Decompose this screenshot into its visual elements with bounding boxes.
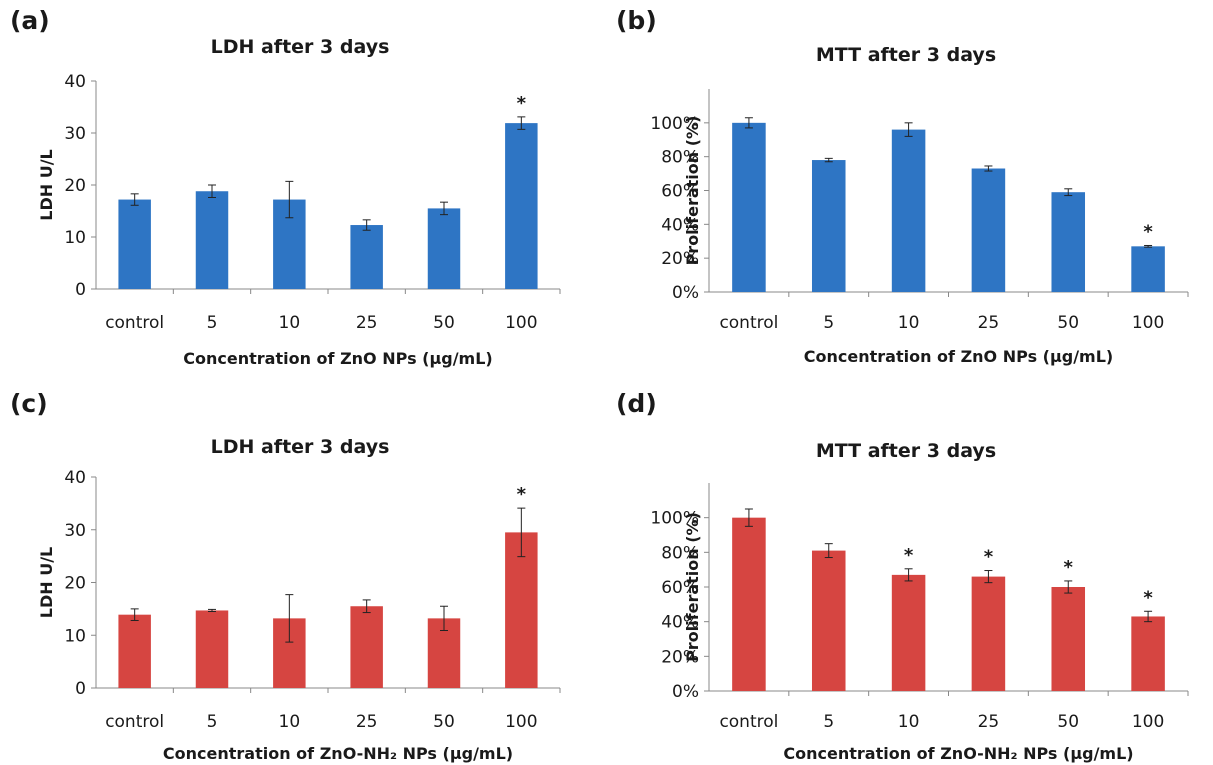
x-tick-label: 50 [1057, 313, 1079, 333]
bar [971, 576, 1006, 691]
y-axis-title: LDH U/L [37, 149, 56, 220]
panel-label: (a) [10, 6, 50, 35]
bar [732, 122, 766, 292]
significance-marker: * [517, 484, 527, 505]
y-tick-label: 0 [75, 280, 86, 300]
bar [971, 168, 1006, 292]
panel-c-ldh-zno-nh2: (c) LDH after 3 days 0 10 20 30 40 control 5 10… [0, 383, 600, 765]
bar [732, 517, 766, 691]
bar-chart-ldh-zno: 0 10 20 30 40 control 5 10 25 50 * 100 Concentration… [37, 72, 561, 368]
x-tick-label: 5 [207, 313, 218, 333]
chart-title: LDH after 3 days [210, 436, 390, 458]
bar [505, 123, 538, 290]
y-tick-label: 40% [661, 613, 699, 633]
y-axis-title: Proliferation (%) [683, 512, 702, 662]
y-tick-label: 100% [650, 509, 699, 529]
x-tick-label: 50 [433, 712, 455, 732]
bar [1051, 587, 1086, 691]
y-tick-label: 40 [64, 72, 86, 92]
x-tick-label: 100 [505, 313, 537, 333]
x-tick-label: 10 [279, 712, 301, 732]
x-tick-label: 5 [823, 712, 834, 732]
x-tick-label: 25 [978, 712, 1000, 732]
x-axis-title: Concentration of ZnO NPs (μg/mL) [804, 347, 1113, 366]
bar [350, 606, 383, 688]
bar-chart-mtt-zno-nh2: 0% 20% 40% 60% 80% 100% control 5 * 10 * 25 * 50 * 100 C… [650, 483, 1189, 763]
x-axis-title: Concentration of ZnO-NH₂ NPs (μg/mL) [163, 744, 513, 763]
bar [1051, 192, 1086, 292]
y-tick-label: 0% [672, 682, 699, 702]
bar [195, 191, 229, 289]
x-tick-label: 100 [505, 712, 537, 732]
y-tick-label: 30 [64, 521, 86, 541]
panel-label: (d) [616, 389, 657, 418]
y-axis-title: LDH U/L [37, 547, 56, 618]
y-tick-label: 10 [64, 626, 86, 646]
y-tick-label: 60% [661, 578, 699, 598]
y-tick-label: 20 [64, 574, 86, 594]
bar [891, 574, 926, 691]
y-tick-label: 0 [75, 679, 86, 699]
x-tick-label: 25 [356, 313, 378, 333]
panel-b-mtt-zno: (b) MTT after 3 days 0% 20% 40% 60% 80% 100% c… [606, 0, 1206, 382]
panel-a-ldh-zno: (a) LDH after 3 days 0 10 20 30 40 control 5 10… [0, 0, 600, 382]
y-tick-label: 20 [64, 176, 86, 196]
bar [118, 614, 151, 688]
bar [1131, 616, 1165, 691]
y-axis-title: Proliferation (%) [683, 116, 702, 266]
x-tick-label: 10 [279, 313, 301, 333]
y-tick-label: 100% [650, 114, 699, 134]
x-tick-label: 100 [1132, 313, 1164, 333]
chart-title: MTT after 3 days [815, 440, 997, 462]
y-tick-label: 40% [661, 215, 699, 235]
x-tick-label: 10 [898, 313, 920, 333]
x-tick-label: 50 [433, 313, 455, 333]
x-tick-label: 25 [356, 712, 378, 732]
x-axis-title: Concentration of ZnO NPs (μg/mL) [183, 349, 492, 368]
chart-title: MTT after 3 days [815, 44, 997, 66]
x-tick-label: 5 [207, 712, 218, 732]
bar [1131, 246, 1165, 292]
y-tick-label: 30 [64, 124, 86, 144]
y-tick-label: 80% [661, 543, 699, 563]
panel-label: (c) [10, 389, 48, 418]
bar [195, 610, 229, 688]
panel-label: (b) [616, 6, 657, 35]
panel-d-mtt-zno-nh2: (d) MTT after 3 days 0% 20% 40% 60% 80% 100% c… [606, 383, 1206, 765]
bar [505, 532, 538, 688]
y-tick-label: 60% [661, 182, 699, 202]
bar [350, 225, 383, 289]
x-tick-label: 50 [1057, 712, 1079, 732]
significance-marker: * [1064, 557, 1074, 578]
x-tick-label: control [105, 313, 164, 333]
x-axis-title: Concentration of ZnO-NH₂ NPs (μg/mL) [783, 744, 1133, 763]
y-tick-label: 20% [661, 249, 699, 269]
y-tick-label: 0% [672, 283, 699, 303]
significance-marker: * [1143, 221, 1153, 242]
bar [891, 129, 926, 292]
x-tick-label: 5 [823, 313, 834, 333]
x-tick-label: 10 [898, 712, 920, 732]
x-tick-label: 25 [978, 313, 1000, 333]
bar-chart-mtt-zno: 0% 20% 40% 60% 80% 100% control 5 10 25 50 * 100 Conc… [650, 89, 1189, 366]
y-tick-label: 40 [64, 468, 86, 488]
significance-marker: * [984, 547, 994, 568]
bar [427, 208, 461, 289]
bar [118, 199, 151, 289]
x-tick-label: 100 [1132, 712, 1164, 732]
significance-marker: * [904, 545, 914, 566]
x-tick-label: control [105, 712, 164, 732]
y-tick-label: 10 [64, 228, 86, 248]
significance-marker: * [1143, 587, 1153, 608]
bar [811, 160, 846, 292]
x-tick-label: control [719, 313, 778, 333]
bar-chart-ldh-zno-nh2: 0 10 20 30 40 control 5 10 25 50 * 100 Concentration… [37, 468, 561, 763]
x-tick-label: control [719, 712, 778, 732]
bar [811, 550, 846, 691]
y-tick-label: 20% [661, 647, 699, 667]
chart-title: LDH after 3 days [210, 36, 390, 58]
significance-marker: * [517, 93, 527, 114]
y-tick-label: 80% [661, 148, 699, 168]
